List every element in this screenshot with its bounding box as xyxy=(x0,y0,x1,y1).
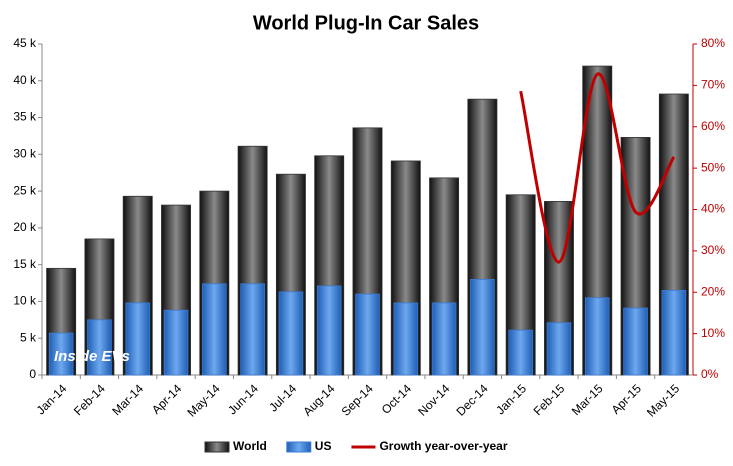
bar xyxy=(584,297,610,376)
bar xyxy=(355,293,380,376)
y-tick-label: 40 k xyxy=(13,73,37,87)
legend-label: Growth year-over-year xyxy=(379,439,507,453)
bar xyxy=(393,302,419,376)
y-tick-label: 25 k xyxy=(13,183,37,197)
x-tick-label: Feb-15 xyxy=(531,381,568,418)
bar xyxy=(87,319,112,376)
y2-tick-label: 70% xyxy=(701,78,725,92)
annotation: Inside EVs xyxy=(54,348,130,365)
chart-title: World Plug-In Car Sales xyxy=(253,12,479,34)
bar xyxy=(623,307,648,376)
y-tick-label: 45 k xyxy=(13,36,37,50)
y2-tick-label: 10% xyxy=(701,326,725,340)
bar xyxy=(470,278,495,376)
y-tick-label: 15 k xyxy=(13,257,37,271)
bar xyxy=(240,283,265,376)
x-tick-label: Sep-14 xyxy=(339,381,376,418)
y-tick-label: 35 k xyxy=(13,110,37,124)
x-tick-label: Jul-14 xyxy=(266,381,299,414)
bar xyxy=(48,332,74,376)
y-tick-label: 10 k xyxy=(13,294,37,308)
bar xyxy=(508,329,533,376)
y2-tick-label: 80% xyxy=(701,36,725,50)
x-tick-label: Jan-14 xyxy=(34,381,70,417)
x-tick-label: Mar-15 xyxy=(569,381,606,418)
y-tick-label: 5 k xyxy=(20,330,37,344)
bar xyxy=(202,283,227,376)
x-tick-label: Oct-14 xyxy=(379,381,415,417)
y-tick-label: 30 k xyxy=(13,147,37,161)
bar xyxy=(316,285,342,376)
y2-tick-label: 60% xyxy=(701,119,725,133)
x-tick-label: Jun-14 xyxy=(225,381,261,417)
x-tick-label: May-15 xyxy=(644,381,682,419)
bar xyxy=(431,302,457,376)
bar xyxy=(163,309,189,376)
x-tick-label: Mar-14 xyxy=(109,381,146,418)
x-tick-label: Nov-14 xyxy=(415,381,452,418)
bar xyxy=(278,291,304,376)
legend-label: World xyxy=(233,439,267,453)
legend-label: US xyxy=(315,439,332,453)
y-tick-label: 0 xyxy=(29,367,36,381)
growth-line xyxy=(519,72,676,264)
bar xyxy=(125,302,151,376)
x-tick-label: Apr-15 xyxy=(609,381,645,417)
x-tick-label: Dec-14 xyxy=(453,381,490,418)
y2-tick-label: 50% xyxy=(701,160,725,174)
bar xyxy=(661,290,687,376)
y2-tick-label: 40% xyxy=(701,202,725,216)
legend-swatch xyxy=(286,441,312,453)
y-tick-label: 20 k xyxy=(13,220,37,234)
x-tick-label: Feb-14 xyxy=(71,381,108,418)
x-tick-label: Aug-14 xyxy=(300,381,337,418)
y2-tick-label: 20% xyxy=(701,284,725,298)
x-tick-label: Jan-15 xyxy=(493,381,529,417)
x-tick-label: Apr-14 xyxy=(149,381,185,417)
bar xyxy=(546,322,572,376)
legend-swatch xyxy=(204,441,230,453)
y2-tick-label: 30% xyxy=(701,243,725,257)
y2-tick-label: 0% xyxy=(701,367,719,381)
x-tick-label: May-14 xyxy=(184,381,222,419)
